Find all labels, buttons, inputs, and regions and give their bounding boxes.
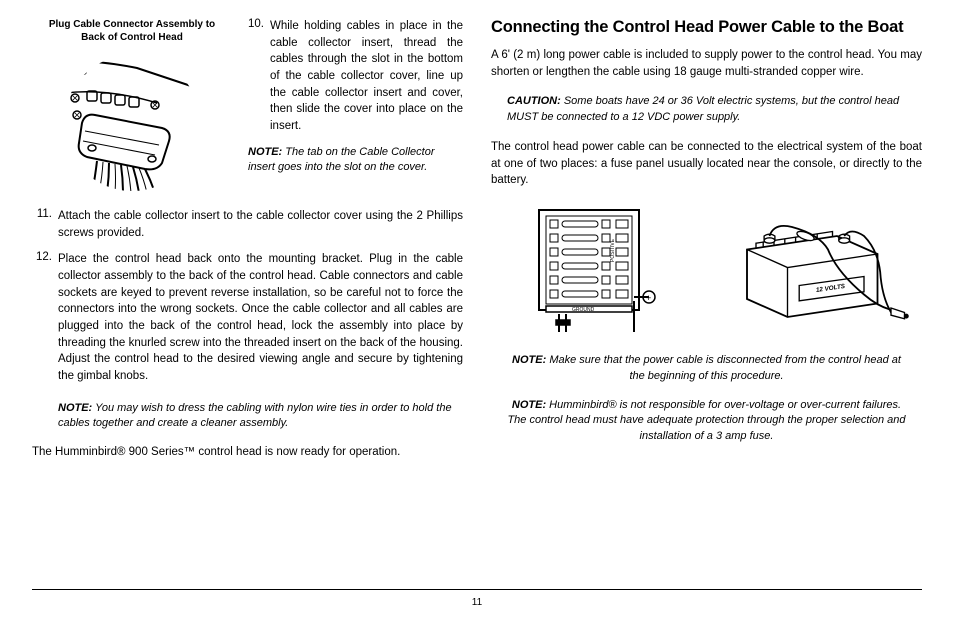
note-2-text: You may wish to dress the cabling with n… (58, 402, 452, 429)
svg-text:GROUND: GROUND (572, 307, 595, 313)
step-10: 10. While holding cables in place in the… (244, 18, 463, 135)
paragraph-2: The control head power cable can be conn… (491, 139, 922, 189)
illustration-block: Plug Cable Connector Assembly toBack of … (32, 18, 232, 198)
connector-illustration: IRD (32, 48, 232, 198)
page-number: 11 (0, 597, 954, 608)
paragraph-1: A 6' (2 m) long power cable is included … (491, 47, 922, 80)
step-12-num: 12. (32, 251, 52, 384)
footer-rule (32, 589, 922, 590)
final-line: The Humminbird® 900 Series™ control head… (32, 446, 463, 458)
illustration-caption: Plug Cable Connector Assembly toBack of … (32, 18, 232, 44)
step10-side: 10. While holding cables in place in the… (244, 18, 463, 198)
section-heading: Connecting the Control Head Power Cable … (491, 18, 922, 37)
right-column: Connecting the Control Head Power Cable … (491, 18, 922, 568)
note-3: NOTE: Make sure that the power cable is … (491, 351, 922, 386)
note-1-label: NOTE: (248, 146, 282, 158)
step-12-text: Place the control head back onto the mou… (58, 251, 463, 384)
note-3-label: NOTE: (512, 354, 546, 366)
illustration-row: POSITIVE GROUND + (491, 207, 922, 337)
svg-text:IRD: IRD (67, 64, 88, 78)
step-10-text: While holding cables in place in the cab… (270, 18, 463, 135)
note-1: NOTE: The tab on the Cable Collector ins… (244, 145, 463, 176)
step-11-text: Attach the cable collector insert to the… (58, 208, 463, 241)
caution-box: CAUTION: Some boats have 24 or 36 Volt e… (491, 90, 922, 129)
note-2-label: NOTE: (58, 402, 92, 414)
step-11-num: 11. (32, 208, 52, 241)
note-4-label: NOTE: (512, 399, 546, 411)
note-4-text: Humminbird® is not responsible for over-… (507, 399, 905, 442)
note-4: NOTE: Humminbird® is not responsible for… (491, 396, 922, 446)
step-11: 11. Attach the cable collector insert to… (32, 208, 463, 241)
top-row: Plug Cable Connector Assembly toBack of … (32, 18, 463, 198)
note-3-text: Make sure that the power cable is discon… (546, 354, 901, 381)
note-2: NOTE: You may wish to dress the cabling … (32, 401, 463, 432)
svg-text:POSITIVE: POSITIVE (610, 238, 616, 262)
left-column: Plug Cable Connector Assembly toBack of … (32, 18, 463, 568)
step-10-num: 10. (244, 18, 264, 135)
caution-label: CAUTION: (507, 95, 561, 107)
fuse-panel-illustration: POSITIVE GROUND + (504, 207, 684, 337)
step-12: 12. Place the control head back onto the… (32, 251, 463, 384)
page-content: Plug Cable Connector Assembly toBack of … (32, 18, 922, 568)
battery-illustration: 12 VOLTS (729, 207, 909, 337)
caution-text: Some boats have 24 or 36 Volt electric s… (507, 95, 899, 122)
